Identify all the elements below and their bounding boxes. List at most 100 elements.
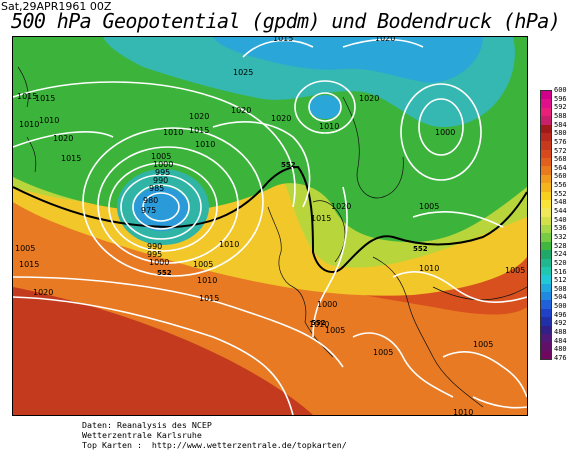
isobar-label: 1005 <box>325 326 345 335</box>
isobar-label: 1005 <box>419 202 439 211</box>
isobar-label: 1020 <box>33 288 53 297</box>
color-scale-label: 516 <box>554 267 567 276</box>
color-scale-label: 584 <box>554 120 567 129</box>
color-scale-segment <box>541 233 551 242</box>
color-scale-segment <box>541 199 551 209</box>
isobar-label: 1015 <box>35 94 55 103</box>
isobar-label: 1010 <box>453 408 473 415</box>
isobar-label: 1015 <box>199 294 219 303</box>
isobars <box>13 38 527 415</box>
color-scale-label: 540 <box>554 215 567 224</box>
map-canvas: 1015 1010 1015 1010 1025 1015 1020 1015 … <box>13 37 527 415</box>
isobar-label: 990 <box>147 242 162 251</box>
color-scale-label: 520 <box>554 258 567 267</box>
contour-labels: 552 552 552 552 <box>157 161 428 327</box>
isobar-label: 1010 <box>309 320 329 329</box>
color-scale-segment <box>541 275 551 284</box>
contour-label: 552 <box>311 319 326 327</box>
credits-line1: Daten: Reanalysis des NCEP <box>82 420 212 430</box>
color-scale-segment <box>541 183 551 192</box>
isobar-label: 1015 <box>311 214 331 223</box>
credits-line3: Top Karten : http://www.wetterzentrale.d… <box>82 440 347 450</box>
color-scale-segment <box>541 216 551 225</box>
isobar-label: 1010 <box>39 116 59 125</box>
isobar-label: 1020 <box>231 106 251 115</box>
color-scale-segment <box>541 141 551 150</box>
color-scale-segment <box>541 317 551 326</box>
color-scale-label: 488 <box>554 328 567 337</box>
color-scale-label: 592 <box>554 103 567 112</box>
color-scale-label: 548 <box>554 198 567 207</box>
color-scale-segment <box>541 342 551 351</box>
isobar-label: 1020 <box>375 37 395 43</box>
map-title: 500 hPa Geopotential (gpdm) und Bodendru… <box>11 9 561 33</box>
isobar-label: 1005 <box>193 260 213 269</box>
isobar-label: 1020 <box>53 134 73 143</box>
color-scale-segment <box>541 158 551 167</box>
high-center-label: 1000 <box>435 128 455 137</box>
color-scale-segment <box>541 333 551 343</box>
color-scale-segment <box>541 149 551 158</box>
color-scale-segment <box>541 166 551 175</box>
color-scale-segment <box>541 132 551 142</box>
isobar-label: 1005 <box>373 348 393 357</box>
isobar-label: 995 <box>155 168 170 177</box>
color-scale-label: 524 <box>554 250 567 259</box>
color-scale-label: 500 <box>554 302 567 311</box>
color-scale-label: 580 <box>554 129 567 138</box>
color-scale-label: 572 <box>554 146 567 155</box>
color-scale-segment <box>541 91 551 100</box>
color-scale-label: 576 <box>554 137 567 146</box>
color-scale-segment <box>541 350 551 359</box>
isobar-label: 1010 <box>419 264 439 273</box>
color-scale-label: 588 <box>554 111 567 120</box>
color-scale-segment <box>541 191 551 200</box>
blue-core <box>309 95 341 119</box>
color-scale-label: 496 <box>554 310 567 319</box>
color-scale-label: 508 <box>554 284 567 293</box>
color-scale-label: 600 <box>554 86 567 94</box>
isobar-label: 1005 <box>473 340 493 349</box>
isobar-label: 1015 <box>19 260 39 269</box>
color-scale-segment <box>541 107 551 117</box>
credits-line2: Wetterzentrale Karlsruhe <box>82 430 202 440</box>
isobar-label: 1010 <box>197 276 217 285</box>
isobar-label: 1020 <box>271 114 291 123</box>
isobar-label: 1020 <box>189 112 209 121</box>
contour-label: 552 <box>157 269 172 277</box>
color-scale-label: 568 <box>554 155 567 164</box>
color-scale-label: 476 <box>554 354 567 362</box>
weather-map: 1015 1010 1015 1010 1025 1015 1020 1015 … <box>12 36 528 416</box>
contour-label: 552 <box>413 245 428 253</box>
isobar-label: 1020 <box>331 202 351 211</box>
color-scale-label: 504 <box>554 293 567 302</box>
color-scale-label: 552 <box>554 189 567 198</box>
isobar-label: 980 <box>143 196 158 205</box>
color-scale-label: 528 <box>554 241 567 250</box>
isobar-labels: 1015 1010 1015 1010 1025 1015 1020 1015 … <box>15 37 525 415</box>
contour-label: 552 <box>281 161 296 169</box>
color-scale-label: 596 <box>554 94 567 103</box>
color-scale-label: 556 <box>554 181 567 190</box>
color-scale-label: 536 <box>554 224 567 233</box>
color-scale-label: 492 <box>554 319 567 328</box>
isobar-label: 1020 <box>359 94 379 103</box>
color-scale-segment <box>541 124 551 133</box>
isobar-label: 990 <box>153 176 168 185</box>
isobar-label: 1000 <box>317 300 337 309</box>
blue-field <box>213 37 483 83</box>
isobar-label: 1005 <box>15 244 35 253</box>
date-label: Sat,29APR1961 00Z <box>1 0 112 13</box>
isobar-label: 1015 <box>61 154 81 163</box>
color-scale-segment <box>541 308 551 318</box>
isobar-label: 1025 <box>233 68 253 77</box>
isobar-label: 985 <box>149 184 164 193</box>
color-scale-segment <box>541 225 551 234</box>
isobar-label: 1000 <box>153 160 173 169</box>
color-scale-label: 484 <box>554 336 567 345</box>
color-scale-label: 480 <box>554 345 567 354</box>
color-scale-segment <box>541 116 551 125</box>
isobar-label: 1015 <box>189 126 209 135</box>
isobar-label: 1000 <box>149 258 169 267</box>
isobar-label: 1010 <box>219 240 239 249</box>
